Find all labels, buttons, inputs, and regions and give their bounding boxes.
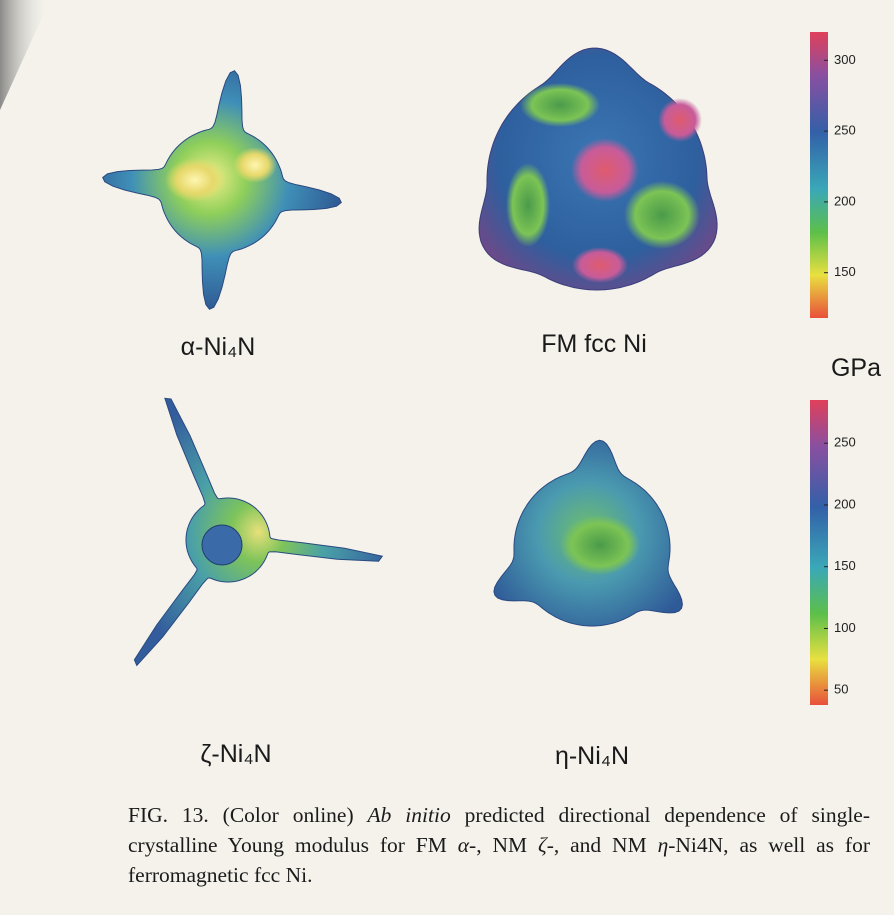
colorbar-tick-label: 200 [834, 496, 856, 511]
colorbar-tick-label: 250 [834, 435, 856, 450]
caption-run: α [458, 833, 469, 857]
surface-spot [624, 181, 700, 249]
surface-spot [506, 163, 550, 247]
caption-run: -, and NM [547, 833, 658, 857]
scan-shadow [0, 0, 50, 110]
figure-caption: FIG. 13. (Color online) Ab initio predic… [128, 800, 870, 890]
surface-spot [233, 147, 277, 183]
surface-spot [560, 515, 640, 575]
surface-center [202, 525, 242, 565]
colorbar-unit: GPa [831, 354, 881, 382]
colorbar [810, 32, 828, 318]
caption-run: FIG. 13. (Color online) [128, 803, 368, 827]
caption-run: Ab initio [368, 803, 451, 827]
surface-spot [165, 158, 225, 202]
surface-spot [520, 83, 600, 127]
caption-run: ζ [538, 833, 547, 857]
colorbar [810, 400, 828, 705]
panel-label: α-Ni₄N [181, 333, 256, 361]
figure: α-Ni₄N FM fcc Ni ζ-Ni₄N η-Ni₄N GPa 300 25… [0, 0, 894, 915]
colorbar-tick-label: 150 [834, 558, 856, 573]
surface-alpha [103, 71, 342, 310]
colorbar-tick-label: 200 [834, 193, 856, 208]
panel-label: η-Ni₄N [555, 742, 629, 770]
surface-zeta [134, 398, 382, 665]
surface-spot [571, 138, 639, 202]
caption-run: η [658, 833, 669, 857]
page: α-Ni₄N FM fcc Ni ζ-Ni₄N η-Ni₄N GPa 300 25… [0, 0, 894, 915]
colorbar-tick-label: 150 [834, 264, 856, 279]
colorbar-tick-label: 50 [834, 682, 848, 697]
panel-label: FM fcc Ni [541, 330, 647, 358]
panel-label: ζ-Ni₄N [200, 740, 271, 768]
surface-spot [572, 247, 628, 283]
colorbar-tick-label: 100 [834, 620, 856, 635]
caption-run: -, NM [469, 833, 538, 857]
colorbar-tick-label: 250 [834, 123, 856, 138]
colorbar-tick-label: 300 [834, 52, 856, 67]
surface-spot [658, 98, 702, 142]
